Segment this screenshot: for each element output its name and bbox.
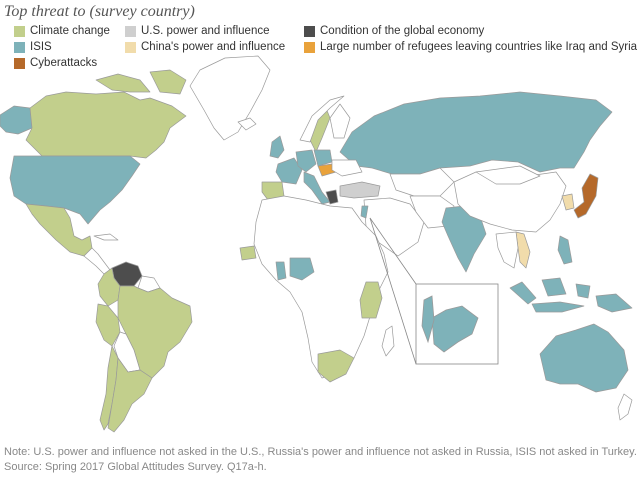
- country-italy: [303, 171, 331, 205]
- inset-jordan: [431, 305, 479, 353]
- legend-china-power: China's power and influence: [125, 41, 285, 53]
- country-papua: [595, 293, 633, 313]
- country-kenya: [359, 281, 383, 319]
- china-power-swatch: [125, 41, 136, 53]
- country-peru: [95, 303, 121, 347]
- note-line: Note: U.S. power and influence not asked…: [4, 446, 637, 458]
- legend-refugees: Large number of refugees leaving countri…: [304, 41, 637, 53]
- country-usa-alaska: [0, 105, 33, 135]
- country-iceland: [237, 117, 257, 131]
- legend-cyberattacks: Cyberattacks: [14, 57, 97, 69]
- country-se-asia: [495, 231, 519, 269]
- country-ukraine: [331, 159, 363, 177]
- country-canada-islands-2: [149, 69, 187, 95]
- country-south-korea: [561, 193, 575, 211]
- country-ghana: [275, 261, 287, 281]
- country-nigeria: [289, 257, 315, 281]
- global-economy-swatch: [304, 25, 315, 37]
- country-turkey: [339, 181, 381, 199]
- country-indonesia-3: [541, 277, 567, 297]
- country-philippines: [557, 235, 573, 265]
- inset-israel: [421, 295, 435, 344]
- us-power-swatch: [125, 25, 136, 37]
- map-title: Top threat to (survey country): [4, 3, 195, 20]
- country-central-america: [83, 247, 111, 275]
- country-poland: [313, 149, 333, 167]
- country-mexico: [25, 203, 93, 257]
- country-africa: [253, 195, 389, 379]
- refugees-swatch: [304, 41, 315, 53]
- country-japan: [573, 173, 599, 219]
- country-kazakhstan: [389, 167, 455, 197]
- country-vietnam: [515, 231, 531, 269]
- country-france: [275, 157, 303, 185]
- country-mongolia: [475, 165, 541, 185]
- country-south-africa: [317, 349, 355, 383]
- country-argentina: [107, 357, 153, 433]
- country-norway: [299, 95, 345, 143]
- legend-global-economy: Condition of the global economy: [304, 25, 484, 37]
- country-israel: [360, 205, 369, 219]
- country-australia: [539, 323, 629, 393]
- legend-us-power: U.S. power and influence: [125, 25, 270, 37]
- country-senegal: [239, 245, 257, 261]
- source-line: Source: Spring 2017 Global Attitudes Sur…: [4, 461, 267, 473]
- country-cuba: [93, 233, 119, 241]
- climate-change-swatch: [14, 25, 25, 37]
- country-finland: [329, 103, 351, 139]
- country-germany: [295, 149, 317, 173]
- country-russia: [339, 91, 613, 175]
- country-canada-islands: [95, 73, 151, 93]
- country-greenland: [189, 55, 271, 141]
- country-usa: [9, 155, 141, 225]
- country-indonesia: [509, 281, 537, 305]
- country-greece: [325, 189, 339, 205]
- legend-climate-change: Climate change: [14, 25, 110, 37]
- isis-swatch: [14, 41, 25, 53]
- country-canada: [25, 91, 187, 159]
- footnote: Note: U.S. power and influence not asked…: [4, 445, 637, 475]
- country-madagascar: [381, 325, 395, 357]
- country-indonesia-2: [531, 301, 585, 313]
- inset-middle-east: [369, 217, 499, 365]
- country-uk: [269, 135, 285, 159]
- legend-isis: ISIS: [14, 41, 52, 53]
- country-indonesia-4: [575, 283, 591, 299]
- cyberattacks-swatch: [14, 57, 25, 69]
- country-new-zealand: [617, 393, 633, 421]
